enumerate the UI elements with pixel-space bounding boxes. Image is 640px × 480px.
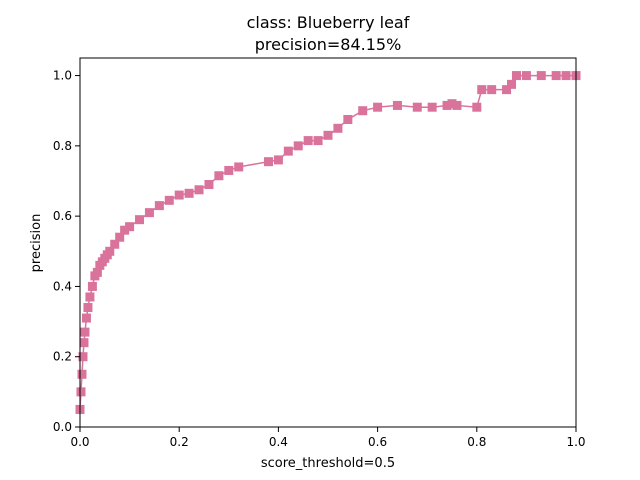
data-point bbox=[194, 185, 204, 195]
data-point bbox=[333, 123, 343, 133]
data-point bbox=[204, 180, 214, 190]
plot-frame bbox=[79, 57, 577, 428]
data-point bbox=[373, 102, 383, 112]
data-point bbox=[303, 136, 313, 146]
data-point bbox=[427, 102, 437, 112]
y-tick-label: 1.0 bbox=[53, 69, 72, 83]
data-point bbox=[412, 102, 422, 112]
series-line bbox=[79, 74, 576, 410]
data-point bbox=[85, 292, 95, 302]
y-tick-label: 0.0 bbox=[53, 420, 72, 434]
data-point bbox=[120, 225, 130, 235]
data-point bbox=[110, 239, 120, 249]
data-point bbox=[472, 102, 482, 112]
series-0 bbox=[75, 71, 581, 414]
data-point bbox=[392, 100, 402, 110]
data-point bbox=[164, 195, 174, 205]
data-point bbox=[442, 100, 452, 110]
data-point bbox=[323, 130, 333, 140]
y-tick-label: 0.6 bbox=[53, 209, 72, 223]
data-point bbox=[83, 303, 93, 313]
data-point bbox=[452, 100, 462, 110]
plot-area bbox=[75, 71, 581, 414]
x-axis-ticks: 0.0 0.2 0.4 0.6 0.8 1.0 bbox=[70, 427, 586, 449]
data-point bbox=[343, 115, 353, 124]
data-point bbox=[507, 79, 517, 89]
x-tick-label: 0.6 bbox=[368, 435, 387, 449]
data-point bbox=[551, 71, 561, 81]
y-tick-label: 0.8 bbox=[53, 139, 72, 153]
data-point bbox=[487, 85, 497, 95]
x-tick-label: 1.0 bbox=[566, 435, 585, 449]
data-point bbox=[115, 232, 125, 242]
x-tick-label: 0.4 bbox=[269, 435, 288, 449]
data-point bbox=[76, 387, 86, 397]
data-point bbox=[135, 215, 145, 225]
data-point bbox=[283, 146, 293, 156]
y-tick-label: 0.4 bbox=[53, 279, 72, 293]
data-point bbox=[293, 141, 303, 151]
data-point bbox=[477, 85, 487, 95]
data-point bbox=[358, 106, 368, 116]
y-tick-label: 0.2 bbox=[53, 350, 72, 364]
data-point bbox=[502, 85, 512, 95]
x-tick-label: 0.8 bbox=[467, 435, 486, 449]
data-point bbox=[79, 338, 89, 348]
data-point bbox=[511, 71, 521, 81]
x-tick-label: 0.2 bbox=[170, 435, 189, 449]
data-point bbox=[214, 171, 224, 181]
y-axis-label: precision bbox=[29, 214, 44, 273]
chart-subtitle: precision=84.15% bbox=[255, 35, 402, 54]
data-point bbox=[521, 71, 531, 81]
chart-title: class: Blueberry leaf bbox=[247, 13, 410, 32]
data-point bbox=[447, 99, 457, 109]
data-point bbox=[313, 136, 323, 146]
data-point bbox=[78, 352, 88, 362]
data-point bbox=[77, 369, 87, 379]
data-point bbox=[263, 157, 273, 167]
data-point bbox=[125, 222, 135, 232]
data-point bbox=[273, 155, 283, 165]
data-point bbox=[561, 71, 571, 81]
data-point bbox=[144, 208, 154, 218]
x-tick-label: 0.0 bbox=[70, 435, 89, 449]
y-axis-ticks: 0.0 0.2 0.4 0.6 0.8 1.0 bbox=[53, 69, 80, 434]
data-point bbox=[234, 162, 244, 172]
data-point bbox=[174, 190, 184, 200]
data-point bbox=[154, 201, 164, 211]
x-axis-label: score_threshold=0.5 bbox=[261, 456, 395, 471]
data-point bbox=[184, 188, 194, 198]
data-point bbox=[81, 313, 91, 323]
data-point bbox=[87, 281, 97, 291]
data-point bbox=[224, 165, 234, 175]
data-point bbox=[80, 327, 90, 337]
data-point bbox=[536, 71, 546, 81]
data-point bbox=[105, 246, 115, 256]
data-point bbox=[92, 267, 102, 277]
